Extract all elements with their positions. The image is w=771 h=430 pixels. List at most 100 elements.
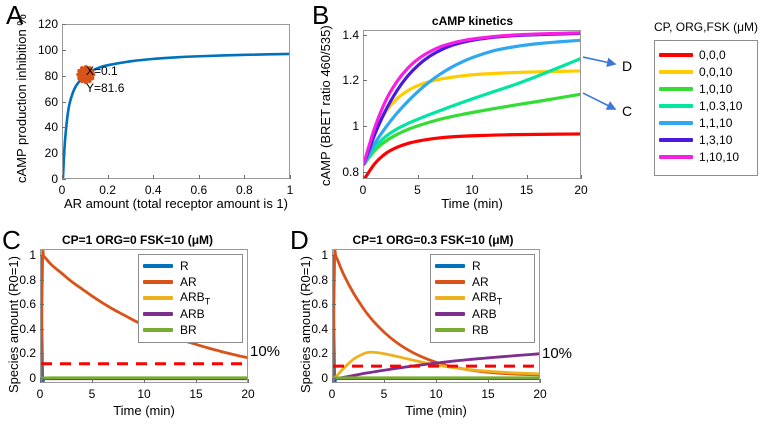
- legend-label: 1,1,10: [699, 115, 733, 130]
- panel-b-curve-4: [364, 38, 580, 166]
- y-tickmark: [40, 255, 44, 257]
- x-tick-label: 15: [481, 387, 495, 401]
- x-tick-label: 20: [533, 387, 547, 401]
- panel-b-ylabel: cAMP (BRET ratio 460/535): [318, 25, 333, 186]
- y-tickmark: [62, 179, 66, 180]
- y-tick-label: 120: [37, 17, 58, 31]
- x-tickmark: [248, 379, 249, 383]
- x-tickmark: [144, 379, 145, 383]
- legend-item-AR[interactable]: AR: [143, 274, 238, 290]
- y-tickmark: [363, 172, 367, 174]
- x-tick-label: 20: [241, 387, 255, 401]
- y-tickmark: [40, 378, 44, 380]
- panel-b-curve-2: [364, 92, 580, 167]
- legend-swatch-icon: [143, 312, 173, 316]
- y-tickmark: [363, 126, 367, 128]
- legend-label: ARBT: [180, 289, 211, 307]
- legend-label: ARBT: [472, 289, 503, 307]
- panel-d-curve-ARB: [333, 352, 539, 381]
- legend-label: AR: [472, 275, 489, 289]
- x-tickmark: [526, 175, 528, 179]
- panel-b-curve-6: [364, 31, 580, 165]
- y-tickmark: [62, 49, 66, 51]
- panel-c-curve-AR: [41, 250, 247, 381]
- panel-b-xlabel: Time (min): [441, 196, 503, 211]
- annotation-arrow-C: [582, 92, 617, 110]
- legend-item-R[interactable]: R: [435, 258, 530, 274]
- legend-item-1-0-10[interactable]: 1,0,10: [659, 80, 753, 97]
- legend-item-R[interactable]: R: [143, 258, 238, 274]
- legend-label: 1,3,10: [699, 132, 733, 147]
- y-tick-label: 0: [51, 172, 58, 186]
- legend-item-1-10-10[interactable]: 1,10,10: [659, 148, 753, 165]
- x-tick-label: 5: [380, 387, 388, 401]
- x-tickmark: [107, 175, 109, 179]
- x-tick-label: 10: [465, 183, 479, 197]
- panel-d-curve-ARB_T: [333, 350, 539, 381]
- x-tickmark: [196, 379, 197, 383]
- panel-a-plot-area: [63, 52, 289, 178]
- y-tickmark: [62, 75, 66, 77]
- panel-c-threshold-label: 10%: [250, 343, 281, 360]
- legend-label: 0,0,0: [699, 47, 726, 62]
- x-tick-label: 0.6: [190, 183, 208, 197]
- legend-swatch-icon: [659, 69, 693, 74]
- x-tick-label: 0.8: [236, 183, 253, 197]
- legend-swatch-icon: [143, 280, 173, 284]
- legend-label: 1,0.3,10: [699, 98, 743, 113]
- panel-d-curve-RB: [333, 376, 539, 381]
- panel-b-annotation-d: D: [622, 58, 633, 74]
- y-tickmark: [62, 127, 66, 129]
- legend-item-1-0-3-10[interactable]: 1,0.3,10: [659, 97, 753, 114]
- panel-b-legend-box: 0,0,0 0,0,10 1,0,10 1,0.3,10 1,1,10 1,3,10 1,1…: [654, 40, 758, 176]
- legend-item-ARB[interactable]: ARB: [143, 306, 238, 322]
- legend-label: ARB: [180, 307, 205, 321]
- legend-item-0-0-0[interactable]: 0,0,0: [659, 46, 753, 63]
- panel-c-title: CP=1 ORG=0 FSK=10 (μM): [61, 233, 214, 247]
- panel-a-curve: [63, 52, 289, 178]
- legend-item-ARB[interactable]: ARB: [435, 306, 530, 322]
- legend-item-0-0-10[interactable]: 0,0,10: [659, 63, 753, 80]
- legend-item-1-1-10[interactable]: 1,1,10: [659, 114, 753, 131]
- legend-item-BR[interactable]: BR: [143, 322, 238, 338]
- legend-label: 0,0,10: [699, 64, 733, 79]
- legend-label: BR: [180, 323, 197, 337]
- legend-title-cp-org-fsk: CP, ORG,FSK (μM): [654, 20, 759, 34]
- legend-swatch-icon: [435, 296, 465, 300]
- y-tickmark: [332, 353, 336, 355]
- y-tickmark: [40, 353, 44, 355]
- annotation-arrow-D: [582, 56, 617, 67]
- panel-a-datapoint-marker: [76, 64, 96, 85]
- legend-item-ARB_T[interactable]: ARBT: [435, 290, 530, 306]
- x-tickmark: [488, 379, 489, 383]
- legend-item-ARB_T[interactable]: ARBT: [143, 290, 238, 306]
- panel-a-datapoint-y-label: Y=81.6: [86, 81, 125, 95]
- x-tick-label: 0: [359, 183, 367, 197]
- y-tick-label: 0.8: [19, 272, 36, 287]
- panel-a-axes: [62, 24, 290, 179]
- legend-item-1-3-10[interactable]: 1,3,10: [659, 131, 753, 148]
- x-tickmark: [244, 175, 246, 179]
- x-tick-label: 10: [137, 387, 151, 401]
- y-tickmark: [40, 328, 44, 330]
- legend-swatch-icon: [659, 120, 693, 125]
- x-tickmark: [332, 379, 333, 383]
- panel-c-plot-area: [41, 250, 247, 382]
- panel-a-datapoint-x-label: X=0.1: [86, 64, 118, 78]
- y-tick-label: 0.8: [342, 165, 359, 180]
- legend-item-AR[interactable]: AR: [435, 274, 530, 290]
- legend-label: 1,0,10: [699, 81, 733, 96]
- x-tick-label: 10: [429, 387, 443, 401]
- y-tick-label: 20: [44, 146, 58, 161]
- x-tick-label: 20: [574, 183, 588, 197]
- legend-swatch-icon: [659, 137, 693, 142]
- legend-swatch-icon: [659, 154, 693, 159]
- panel-b-curve-0: [364, 132, 580, 178]
- panel-b-axes: [363, 30, 581, 179]
- y-tick-label: 100: [37, 42, 58, 57]
- y-tick-label: 0.2: [311, 346, 328, 361]
- x-tickmark: [417, 175, 419, 179]
- y-tick-label: 80: [44, 68, 58, 83]
- legend-item-RB[interactable]: RB: [435, 322, 530, 338]
- panel-c-letter: C: [2, 225, 21, 255]
